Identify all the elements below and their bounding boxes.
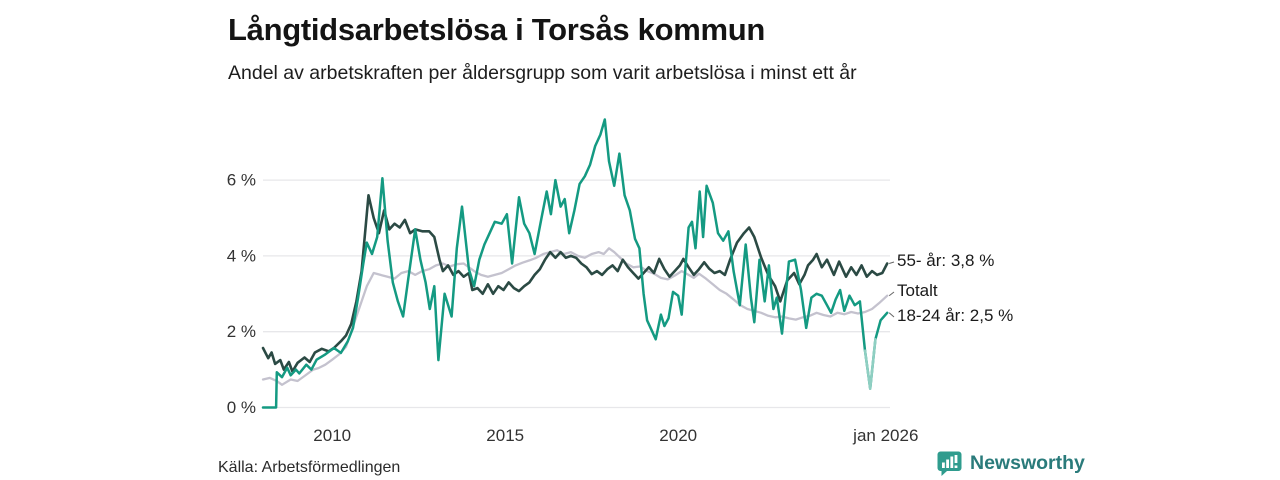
series-line-18-24-r [261,118,889,409]
y-tick-label: 2 % [227,322,256,341]
series-line-55-r [261,194,889,373]
x-tick-label: jan 2026 [852,426,918,445]
series-line-totalt [261,247,889,386]
y-tick-label: 0 % [227,398,256,417]
label-leader-line [889,261,895,264]
series-end-label-18-24-ar: 18-24 år: 2,5 % [897,306,1014,325]
source-note: Källa: Arbetsförmedlingen [218,459,401,476]
series-end-label-55-ar: 55- år: 3,8 % [897,251,995,270]
x-tick-label: 2020 [659,426,697,445]
y-tick-label: 6 % [227,171,256,190]
y-tick-label: 4 % [227,246,256,265]
newsworthy-wordmark: Newsworthy [970,452,1085,474]
page-title: Långtidsarbetslösa i Torsås kommun [228,12,766,47]
newsworthy-logo: Newsworthy [936,450,1085,477]
newsworthy-icon [937,451,962,476]
chart-subtitle: Andel av arbetskraften per åldersgrupp s… [228,62,857,84]
label-leader-line [888,312,895,318]
series-end-label-totalt: Totalt [897,281,938,300]
series-line-preliminary [863,338,877,390]
x-tick-label: 2010 [313,426,351,445]
label-leader-line [888,291,895,297]
x-tick-label: 2015 [486,426,524,445]
